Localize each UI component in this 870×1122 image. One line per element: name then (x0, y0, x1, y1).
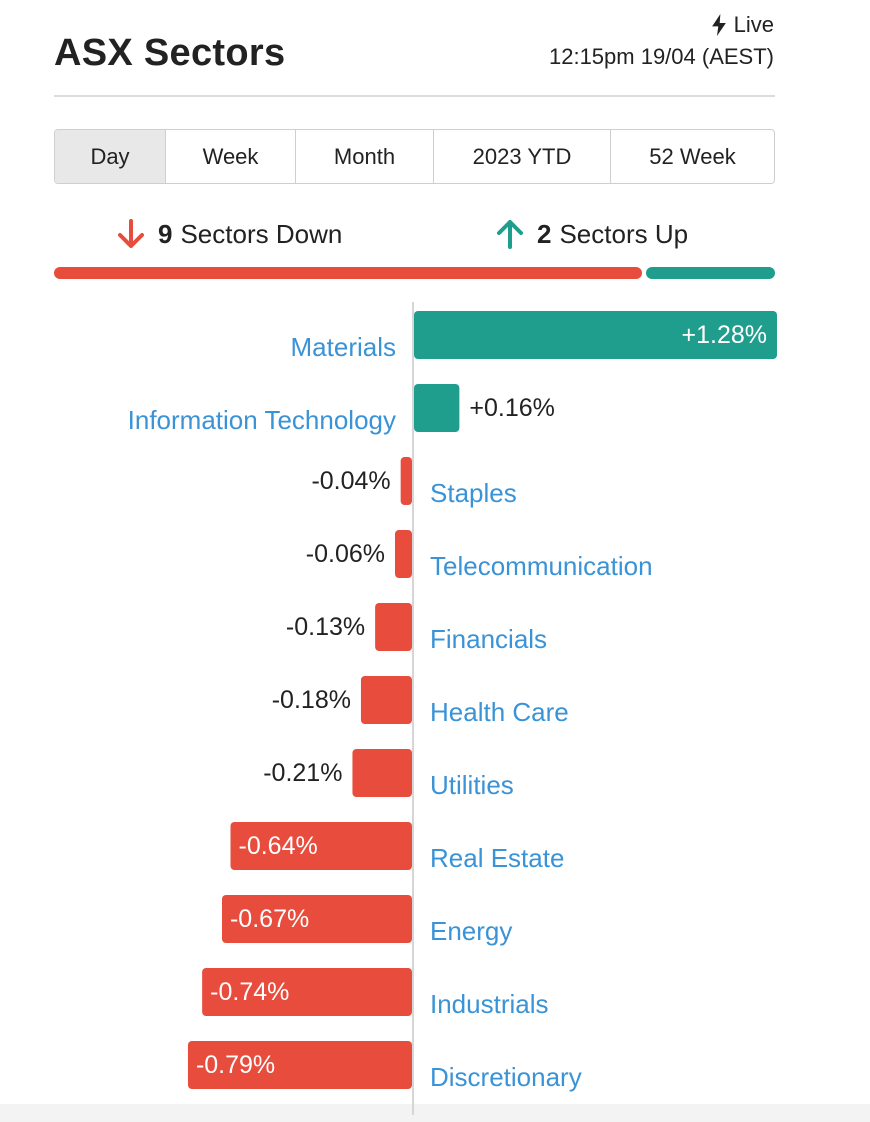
tab-day[interactable]: Day (55, 130, 166, 183)
value-label-health-care: -0.18% (272, 686, 351, 714)
tab-2023-ytd[interactable]: 2023 YTD (434, 130, 611, 183)
sectors-up-summary: 2 Sectors Up (495, 218, 688, 250)
sectors-down-summary: 9 Sectors Down (116, 218, 342, 250)
lightning-icon (711, 14, 726, 36)
tab-week[interactable]: Week (166, 130, 296, 183)
sectors-up-count: 2 (537, 218, 552, 249)
category-label-telecommunication[interactable]: Telecommunication (430, 551, 653, 581)
value-label-industrials: -0.74% (210, 978, 289, 1006)
period-tabs: Day Week Month 2023 YTD 52 Week (54, 129, 775, 184)
tab-52-week[interactable]: 52 Week (649, 143, 736, 169)
category-label-real-estate[interactable]: Real Estate (430, 843, 564, 873)
page-title: ASX Sectors (54, 32, 286, 74)
live-indicator: Live (710, 12, 774, 38)
value-label-materials: +1.28% (682, 321, 768, 349)
bar-discretionary[interactable] (187, 1041, 412, 1089)
bar-telecommunication[interactable] (394, 530, 412, 578)
category-label-financials[interactable]: Financials (430, 624, 547, 654)
bar-information-technology[interactable] (414, 384, 460, 432)
bar-financials[interactable] (375, 603, 412, 651)
category-label-staples[interactable]: Staples (430, 478, 517, 508)
value-label-staples: -0.04% (311, 467, 390, 495)
sectors-down-count: 9 (158, 218, 173, 249)
bar-energy[interactable] (221, 895, 412, 943)
bar-health-care[interactable] (360, 676, 412, 724)
bar-staples[interactable] (400, 457, 412, 505)
bar-industrials[interactable] (202, 968, 412, 1016)
category-label-information-technology[interactable]: Information Technology (128, 405, 396, 435)
sectors-down-ratio-bar (54, 267, 642, 279)
value-label-information-technology: +0.16% (469, 394, 555, 422)
page-bottom-shade (0, 1104, 870, 1122)
value-label-discretionary: -0.79% (196, 1051, 275, 1079)
bar-utilities[interactable] (352, 749, 412, 797)
value-label-telecommunication: -0.06% (306, 540, 385, 568)
header-divider (54, 95, 775, 97)
bar-real-estate[interactable] (230, 822, 413, 870)
arrow-down-icon (118, 219, 144, 248)
arrow-up-icon (497, 220, 523, 249)
category-label-health-care[interactable]: Health Care (430, 697, 569, 727)
timestamp: 12:15pm 19/04 (AEST) (548, 44, 774, 69)
category-label-materials[interactable]: Materials (291, 332, 396, 362)
tab-month[interactable]: Month (296, 130, 434, 183)
bar-materials[interactable] (414, 311, 777, 359)
sectors-up-label: Sectors Up (559, 218, 689, 249)
value-label-energy: -0.67% (230, 905, 309, 933)
sectors-down-label: Sectors Down (180, 218, 343, 249)
category-label-industrials[interactable]: Industrials (430, 989, 549, 1019)
value-label-real-estate: -0.64% (239, 832, 318, 860)
live-label: Live (733, 12, 774, 37)
category-label-utilities[interactable]: Utilities (430, 770, 514, 800)
sector-performance-chart: Materials +1.28% Information Technology +0.… (128, 302, 777, 1115)
category-label-discretionary[interactable]: Discretionary (430, 1062, 582, 1092)
value-label-utilities: -0.21% (263, 759, 342, 787)
sectors-up-ratio-bar (646, 267, 775, 279)
value-label-financials: -0.13% (286, 613, 365, 641)
category-label-energy[interactable]: Energy (430, 916, 512, 946)
